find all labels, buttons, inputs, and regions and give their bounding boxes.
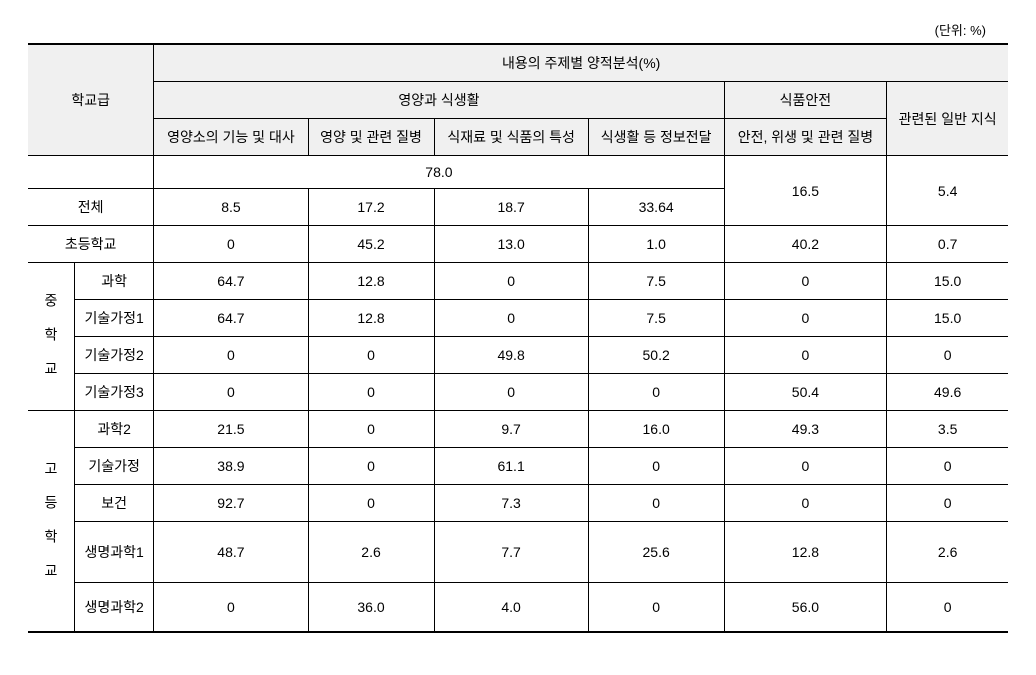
cell: 0 xyxy=(887,448,1008,485)
header-col1: 영양소의 기능 및 대사 xyxy=(154,119,308,156)
cell: 12.8 xyxy=(308,300,434,337)
cell: 7.7 xyxy=(434,522,588,583)
row-elem-label: 초등학교 xyxy=(28,226,154,263)
cell: 0 xyxy=(887,337,1008,374)
cell: 15.0 xyxy=(887,263,1008,300)
cell: 0 xyxy=(308,448,434,485)
row-high-sci2-label: 과학2 xyxy=(75,411,154,448)
summary-blank xyxy=(28,156,154,189)
cell: 0 xyxy=(724,485,887,522)
cell: 7.5 xyxy=(588,263,724,300)
header-col3: 식재료 및 식품의 특성 xyxy=(434,119,588,156)
row-mid-tech2-label: 기술가정2 xyxy=(75,337,154,374)
row-mid-tech1-label: 기술가정1 xyxy=(75,300,154,337)
summary-knowledge-total: 5.4 xyxy=(887,156,1008,226)
cell: 56.0 xyxy=(724,583,887,633)
cell: 18.7 xyxy=(434,189,588,226)
row-mid-group-label: 중 학 교 xyxy=(28,263,75,411)
row-mid-science-label: 과학 xyxy=(75,263,154,300)
cell: 3.5 xyxy=(887,411,1008,448)
cell: 48.7 xyxy=(154,522,308,583)
header-col4: 식생활 등 정보전달 xyxy=(588,119,724,156)
header-school-level: 학교급 xyxy=(28,44,154,156)
cell: 0 xyxy=(434,300,588,337)
cell: 49.8 xyxy=(434,337,588,374)
cell: 0 xyxy=(588,583,724,633)
cell: 0 xyxy=(724,337,887,374)
row-high-group-label: 고 등 학 교 xyxy=(28,411,75,633)
cell: 9.7 xyxy=(434,411,588,448)
cell: 0.7 xyxy=(887,226,1008,263)
vert-text: 중 학 교 xyxy=(41,293,61,377)
cell: 0 xyxy=(308,374,434,411)
header-analysis-title: 내용의 주제별 양적분석(%) xyxy=(154,44,1008,82)
cell: 0 xyxy=(154,226,308,263)
cell: 2.6 xyxy=(308,522,434,583)
cell: 36.0 xyxy=(308,583,434,633)
cell: 0 xyxy=(154,374,308,411)
cell: 33.64 xyxy=(588,189,724,226)
cell: 17.2 xyxy=(308,189,434,226)
cell: 12.8 xyxy=(308,263,434,300)
cell: 0 xyxy=(154,337,308,374)
cell: 0 xyxy=(887,583,1008,633)
cell: 38.9 xyxy=(154,448,308,485)
row-high-health-label: 보건 xyxy=(75,485,154,522)
cell: 0 xyxy=(724,448,887,485)
cell: 0 xyxy=(434,374,588,411)
header-col5: 안전, 위생 및 관련 질병 xyxy=(724,119,887,156)
cell: 49.3 xyxy=(724,411,887,448)
cell: 0 xyxy=(588,374,724,411)
header-col2: 영양 및 관련 질병 xyxy=(308,119,434,156)
analysis-table: 학교급 내용의 주제별 양적분석(%) 영양과 식생활 식품안전 관련된 일반 … xyxy=(28,43,1008,633)
cell: 7.5 xyxy=(588,300,724,337)
cell: 0 xyxy=(724,300,887,337)
cell: 0 xyxy=(724,263,887,300)
cell: 0 xyxy=(308,485,434,522)
vert-text: 고 등 학 교 xyxy=(41,461,61,579)
cell: 92.7 xyxy=(154,485,308,522)
cell: 4.0 xyxy=(434,583,588,633)
cell: 40.2 xyxy=(724,226,887,263)
row-high-tech-label: 기술가정 xyxy=(75,448,154,485)
unit-label: (단위: %) xyxy=(20,20,1016,39)
cell: 0 xyxy=(887,485,1008,522)
cell: 13.0 xyxy=(434,226,588,263)
cell: 61.1 xyxy=(434,448,588,485)
cell: 7.3 xyxy=(434,485,588,522)
cell: 8.5 xyxy=(154,189,308,226)
summary-nut-total: 78.0 xyxy=(154,156,724,189)
header-food-safety: 식품안전 xyxy=(724,82,887,119)
cell: 15.0 xyxy=(887,300,1008,337)
cell: 45.2 xyxy=(308,226,434,263)
cell: 25.6 xyxy=(588,522,724,583)
row-high-bio1-label: 생명과학1 xyxy=(75,522,154,583)
row-mid-tech3-label: 기술가정3 xyxy=(75,374,154,411)
cell: 50.4 xyxy=(724,374,887,411)
cell: 1.0 xyxy=(588,226,724,263)
cell: 64.7 xyxy=(154,263,308,300)
row-high-bio2-label: 생명과학2 xyxy=(75,583,154,633)
header-nutrition-life: 영양과 식생활 xyxy=(154,82,724,119)
cell: 12.8 xyxy=(724,522,887,583)
cell: 49.6 xyxy=(887,374,1008,411)
row-total-label: 전체 xyxy=(28,189,154,226)
cell: 0 xyxy=(308,337,434,374)
cell: 21.5 xyxy=(154,411,308,448)
cell: 0 xyxy=(308,411,434,448)
cell: 2.6 xyxy=(887,522,1008,583)
cell: 0 xyxy=(588,485,724,522)
summary-safety-total: 16.5 xyxy=(724,156,887,226)
cell: 0 xyxy=(434,263,588,300)
cell: 50.2 xyxy=(588,337,724,374)
cell: 16.0 xyxy=(588,411,724,448)
header-related-knowledge: 관련된 일반 지식 xyxy=(887,82,1008,156)
cell: 64.7 xyxy=(154,300,308,337)
cell: 0 xyxy=(154,583,308,633)
cell: 0 xyxy=(588,448,724,485)
